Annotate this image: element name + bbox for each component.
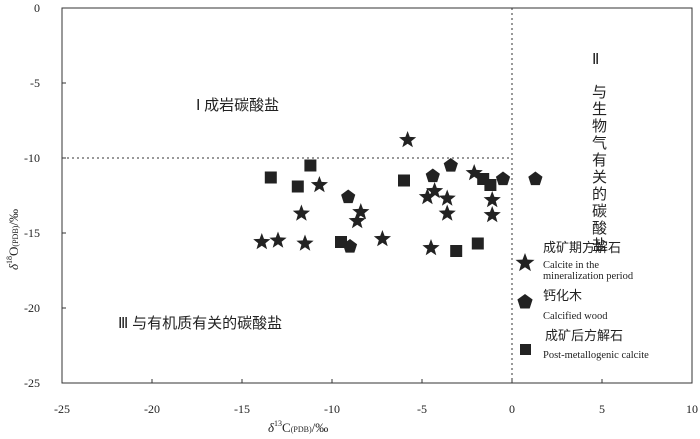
legend-pentagon-label: 钙化木 [543,288,582,303]
plot-frame [61,7,693,384]
star-point [253,233,271,250]
star-point [418,188,436,205]
x-tick-label: 0 [509,402,515,416]
pentagon-point [341,189,356,204]
square-point [264,171,277,184]
square-point [471,237,484,250]
legend-star-icon [515,253,535,272]
star-point [310,176,328,193]
star-point [438,189,456,206]
legend-pentagon-icon [517,294,533,309]
y-tick-label: -20 [24,301,40,315]
x-tick-label: -10 [324,402,340,416]
star-point [483,206,501,223]
star-point [438,204,456,221]
star-point [422,239,440,256]
star-point [465,164,483,181]
legend-square-label: 成矿后方解石 [545,328,623,343]
y-tick-label: -15 [24,226,40,240]
pentagon-point [495,171,511,186]
square-point [335,236,347,248]
legend-square-icon [520,344,531,355]
square-point [291,180,304,193]
star-point [352,203,370,220]
star-point [483,191,501,208]
legend-pentagon-label-en: Calcified wood [543,311,608,322]
star-point [269,231,287,248]
y-axis-label: δ18O(PDB)/‰ [5,209,21,270]
region-2-number: Ⅱ [592,52,599,68]
legend-star-label: 成矿期方解石 [543,240,621,255]
region-2-label: 与生物气有关的碳酸盐 [590,84,607,254]
legend-star-label-en: Calcite in the mineralization period [543,260,634,282]
square-point [450,245,463,257]
pentagon-point [425,168,440,183]
star-point [373,230,391,247]
star-point [296,234,314,251]
star-point [292,204,310,221]
x-tick-label: -15 [234,402,250,416]
x-axis-label: δ13C(PDB)/‰ [268,419,328,435]
square-point [398,174,410,187]
x-tick-label: 10 [686,402,698,416]
x-tick-label: -25 [54,402,70,416]
square-point [304,159,317,172]
star-point [399,131,417,148]
pentagon-point [443,158,458,172]
y-tick-label: -10 [24,151,40,165]
star-point [348,212,366,229]
pentagon-point [528,171,543,186]
x-tick-label: -5 [417,402,427,416]
x-tick-label: 5 [599,402,605,416]
y-tick-label: -5 [30,76,40,90]
square-point [484,179,497,191]
x-tick-label: -20 [144,402,160,416]
region-1-label: Ⅰ 成岩碳酸盐 [196,97,279,114]
y-tick-label: -25 [24,376,40,390]
legend-square-label-en: Post-metallogenic calcite [543,350,649,361]
legend: 成矿期方解石 Calcite in the mineralization per… [515,240,649,361]
star-point [426,182,444,199]
region-3-label: Ⅲ 与有机质有关的碳酸盐 [118,315,282,332]
y-tick-label: 0 [34,1,40,15]
legend-star-label-en-box: Calcite in the mineralization period [543,260,634,282]
